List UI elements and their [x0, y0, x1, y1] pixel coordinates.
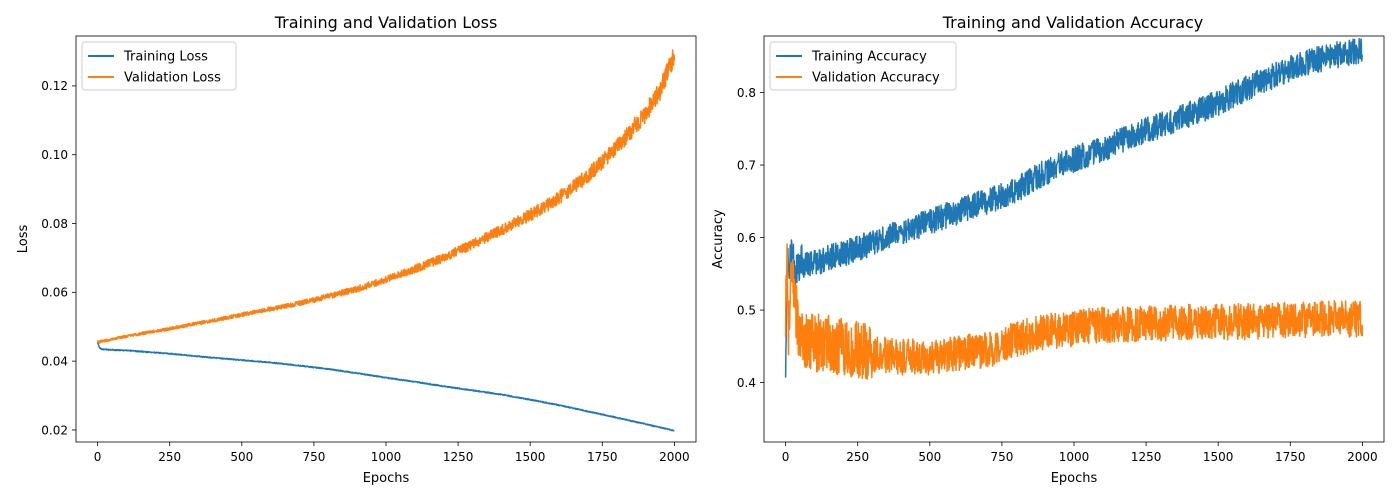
- accuracy-legend-label-validation: Validation Accuracy: [812, 71, 940, 86]
- loss-x-tick-label: 1500: [515, 450, 546, 464]
- accuracy-chart-title: Training and Validation Accuracy: [942, 13, 1204, 32]
- accuracy-x-tick-label: 500: [918, 450, 941, 464]
- accuracy-y-tick-label: 0.7: [737, 158, 756, 172]
- loss-legend-label-validation: Validation Loss: [124, 71, 221, 86]
- accuracy-y-tick-label: 0.6: [737, 231, 756, 245]
- loss-x-tick-label: 0: [94, 450, 102, 464]
- loss-y-tick-label: 0.08: [41, 217, 68, 231]
- loss-x-tick-label: 1750: [587, 450, 618, 464]
- accuracy-series-line-training: [784, 37, 1364, 378]
- accuracy-x-tick-label: 1250: [1131, 450, 1162, 464]
- loss-legend-box: [81, 41, 237, 91]
- accuracy-x-tick-label: 0: [782, 450, 790, 464]
- accuracy-x-axis-label: Epochs: [1051, 471, 1098, 486]
- loss-y-tick-label: 0.02: [41, 423, 68, 437]
- loss-y-axis-label: Loss: [16, 225, 31, 254]
- loss-y-tick-label: 0.12: [41, 79, 68, 93]
- accuracy-y-tick-label: 0.5: [737, 303, 756, 317]
- accuracy-chart: Training and Validation Accuracy 0 250 500…: [711, 13, 1385, 486]
- accuracy-legend-box: [769, 41, 957, 91]
- loss-y-tick-label: 0.10: [41, 148, 68, 162]
- loss-x-axis-label: Epochs: [363, 471, 410, 486]
- loss-legend-label-training: Training Loss: [123, 50, 208, 65]
- accuracy-y-tick-label: 0.4: [737, 376, 756, 390]
- loss-x-tick-label: 500: [230, 450, 253, 464]
- loss-series-line-validation: [96, 49, 676, 344]
- loss-x-tick-label: 1250: [443, 450, 474, 464]
- accuracy-series-line-validation: [784, 243, 1364, 380]
- accuracy-legend: Training Accuracy Validation Accuracy: [769, 41, 957, 91]
- accuracy-y-ticks: 0.4 0.5 0.6 0.7 0.8: [737, 86, 764, 390]
- accuracy-x-tick-label: 1750: [1275, 450, 1306, 464]
- loss-x-tick-label: 2000: [659, 450, 690, 464]
- loss-y-tick-label: 0.04: [41, 354, 68, 368]
- accuracy-x-tick-label: 250: [846, 450, 869, 464]
- loss-series-group: [96, 49, 676, 432]
- loss-x-tick-label: 1000: [371, 450, 402, 464]
- loss-x-ticks: 0 250 500 750 1000 1250 1500 1750 2000: [94, 442, 690, 464]
- accuracy-legend-label-training: Training Accuracy: [811, 50, 927, 65]
- loss-series-line-training: [96, 341, 675, 432]
- loss-chart: Training and Validation Loss 0 250 500 750 1…: [16, 13, 697, 486]
- accuracy-x-tick-label: 2000: [1347, 450, 1378, 464]
- loss-chart-title: Training and Validation Loss: [274, 13, 498, 32]
- accuracy-y-tick-label: 0.8: [737, 86, 756, 100]
- accuracy-series-group: [784, 37, 1364, 380]
- loss-y-tick-label: 0.06: [41, 286, 68, 300]
- loss-x-tick-label: 750: [302, 450, 325, 464]
- accuracy-x-tick-label: 750: [990, 450, 1013, 464]
- accuracy-x-ticks: 0 250 500 750 1000 1250 1500 1750 2000: [782, 442, 1378, 464]
- loss-legend: Training Loss Validation Loss: [81, 41, 237, 91]
- accuracy-x-tick-label: 1500: [1203, 450, 1234, 464]
- loss-y-ticks: 0.02 0.04 0.06 0.08 0.10 0.12: [41, 79, 76, 437]
- accuracy-y-axis-label: Accuracy: [711, 209, 726, 269]
- loss-x-tick-label: 250: [158, 450, 181, 464]
- accuracy-x-tick-label: 1000: [1059, 450, 1090, 464]
